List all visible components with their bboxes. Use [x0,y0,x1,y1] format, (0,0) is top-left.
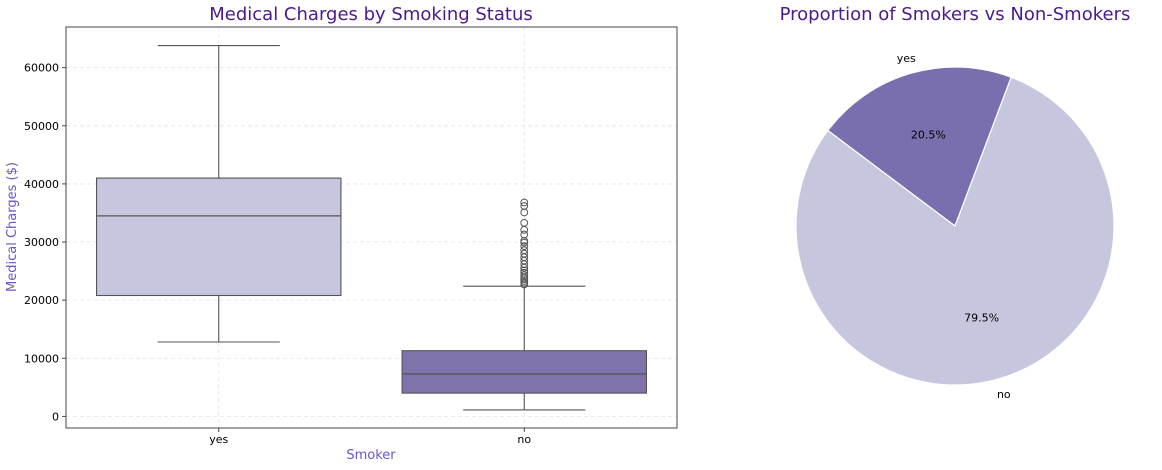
box-yes [96,45,342,343]
pie-slice-no [795,76,1115,386]
y-tick-label: 60000 [24,62,59,75]
outlier-point [520,202,529,210]
x-tick-label: no [517,433,531,446]
outlier-point [520,242,529,250]
outlier-point [520,198,529,207]
pie-pct-yes: 20.5% [911,128,946,141]
x-axis-label: Smoker [346,448,396,463]
y-tick-label: 0 [52,410,59,423]
y-tick-label: 10000 [24,352,59,365]
outlier-point [520,268,529,277]
y-tick-label: 20000 [24,294,59,307]
plot-frame [65,26,678,429]
x-tick-label: yes [209,433,228,446]
y-ticks: 0 10000 20000 30000 40000 50000 60000 [24,62,66,423]
box-plot-title: Medical Charges by Smoking Status [209,4,532,25]
y-tick-label: 40000 [24,178,59,191]
pie-pct-no: 79.5% [964,312,999,325]
pie-label-no: no [997,388,1011,401]
pie-chart-panel: Proportion of Smokers vs Non-Smokers yes… [780,4,1131,401]
outlier-point [520,249,529,258]
x-ticks: yes no [209,428,531,446]
box-layer [96,45,647,411]
outlier-point [520,271,529,280]
y-tick-label: 30000 [24,236,59,249]
iqr-box [96,177,342,297]
box-no [401,198,647,411]
y-tick-label: 50000 [24,120,59,133]
box-plot-panel: Medical Charges by Smoking Status 0 10000… [5,4,678,463]
iqr-box [401,350,647,394]
outlier-point [520,246,529,255]
pie-layer: yes 20.5% no 79.5% [795,52,1115,401]
pie-slice-yes [827,66,1012,227]
pie-chart-title: Proportion of Smokers vs Non-Smokers [780,4,1131,25]
outlier-point [520,218,529,227]
pie-label-yes: yes [897,52,916,65]
outlier-point [520,230,529,239]
y-axis-label: Medical Charges ($) [5,162,20,292]
